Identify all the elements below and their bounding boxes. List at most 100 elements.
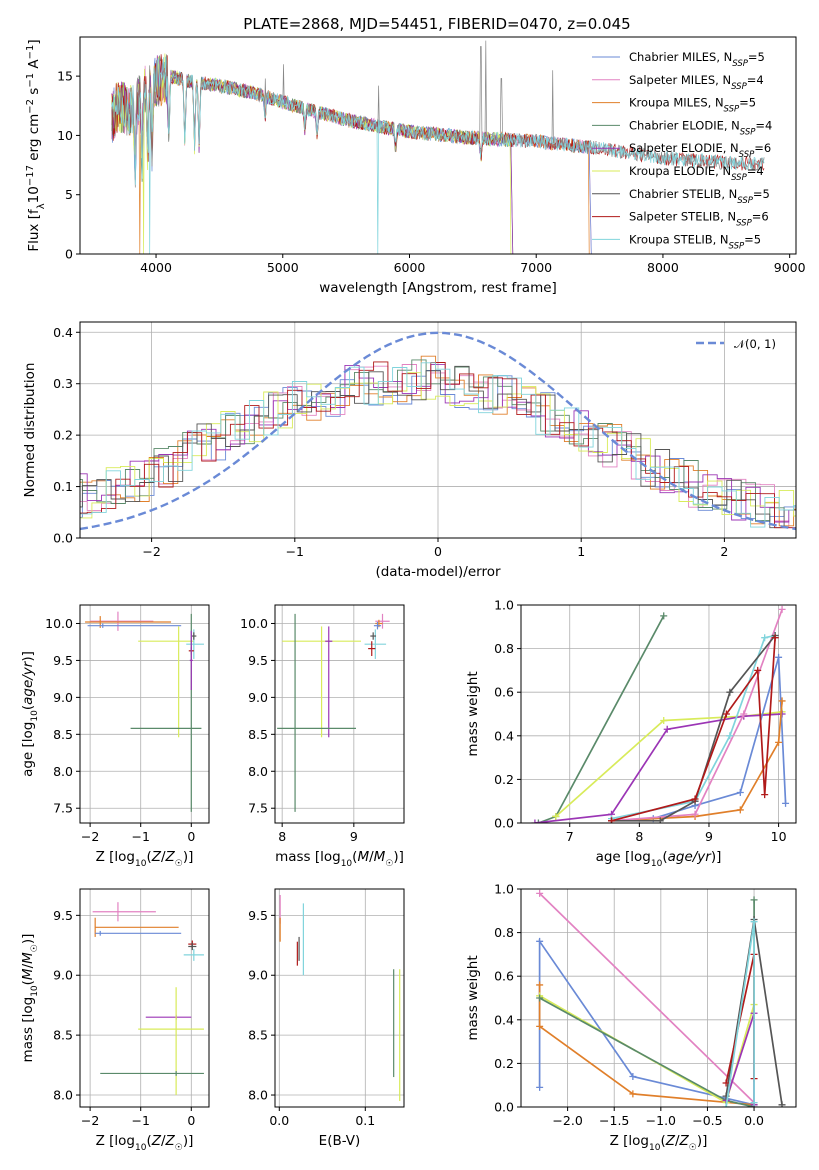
y-axis-label: age [log10(age/yr)] [20,651,40,777]
errorbar-point [90,611,154,631]
weight-line [611,637,776,822]
y-tick-label: 0.2 [53,428,73,443]
spectrum-line-chabrier-elodie [111,55,514,254]
x-axis-label: Z [log10(Z/Z☉)] [96,1133,194,1153]
weight-marker [750,896,758,904]
weight-series-kroupa-miles [536,981,758,1107]
weight-marker [536,994,544,1002]
spectrum-area [111,40,765,254]
y-tick-label: 10.0 [45,616,73,631]
x-tick-label: 0.0 [744,1113,764,1128]
weight-marker [656,817,664,823]
legend-entry: Chabrier MILES, NSSP=5 [629,50,765,69]
y-tick-label: 0.4 [494,728,514,743]
weight-marker [726,732,734,740]
errorbar-point [277,613,356,812]
errorbar-point [95,930,182,936]
age_vs_mass-area [275,605,404,823]
weight-marker [552,812,560,820]
residuals-plot: −2 −1 0 1 2 0.0 0.1 0.2 0.3 0.4 (data-model)/error… [22,321,797,580]
spectrum-line-salpeter-elodie [111,55,514,254]
weight-series-salpeter-miles [536,889,758,1107]
weight-marker [778,605,786,613]
y-tick-label: 9.0 [53,968,73,983]
y-tick-label: 10.0 [240,616,268,631]
y-tick-label: 7.5 [248,801,268,816]
weight-marker [722,1103,730,1107]
x-tick-label: 1 [577,544,585,559]
mass_vs_ebv-area [275,889,404,1107]
legend-entry: Salpeter ELODIE, NSSP=6 [629,141,771,160]
mass_vs_Z-plot: −2 −1 0 8.0 8.5 9.0 9.5 Z [log10(Z/Z☉)] mass [lo… [20,888,210,1153]
weight-series-chabrier-elodie [536,896,758,1107]
spectrum-legend: Chabrier MILES, NSSP=5 Salpeter MILES, NS… [592,50,772,251]
y-axis-label: Normed distribution [22,363,38,498]
weight-line [539,899,755,1107]
weight-marker [722,710,730,718]
x-tick-label: 6000 [394,260,426,275]
histogram-chabrier-elodie [80,359,796,522]
y-tick-label: 8.0 [248,764,268,779]
weight-series-salpeter-stelib [608,634,779,823]
weight-marker [771,634,779,642]
legend-entry: Kroupa MILES, NSSP=5 [629,96,756,115]
weight-marker [536,889,544,897]
weight-line [538,615,665,823]
histogram-chabrier-miles [80,369,796,523]
figure-title: PLATE=2868, MJD=54451, FIBERID=0470, z=0… [243,15,630,33]
x-axis-label: age [log10(age/yr)] [596,849,722,869]
y-tick-label: 0.4 [494,1012,514,1027]
weight-marker [778,1101,786,1107]
legend-entry: Chabrier ELODIE, NSSP=4 [629,118,772,137]
spectrum-line-kroupa-elodie [111,53,513,254]
plot-frame [79,888,210,1108]
errorbar-point [188,942,197,951]
weight-marker [778,697,786,705]
plot-frame [79,321,797,539]
x-tick-label: 7 [566,829,574,844]
x-tick-label: 8 [635,829,643,844]
weight-marker [740,710,748,718]
histogram-chabrier-stelib [80,365,796,529]
x-axis-label: mass [log10(M/M☉)] [275,849,404,869]
x-tick-label: 10 [771,829,787,844]
y-tick-label: 1.0 [494,882,514,897]
errorbar-point [191,632,197,640]
y-tick-label: 8.0 [53,1088,73,1103]
y-tick-label: 0.1 [53,479,73,494]
y-tick-label: 9.5 [53,653,73,668]
plot-frame [79,604,210,824]
errorbar-point [145,1014,192,1020]
x-tick-label: −2.0 [552,1113,582,1128]
weight-marker [750,1099,758,1107]
weight-line [725,1013,755,1105]
x-axis-label: Z [log10(Z/Z☉)] [96,849,194,869]
x-axis-label: wavelength [Angstrom, rest frame] [319,280,557,296]
age_vs_Z-area [80,605,209,823]
y-tick-label: 0.8 [494,641,514,656]
plot-frame [274,604,405,824]
errorbar-point [189,630,193,690]
weight-marker [534,819,542,823]
weight-series-kroupa-stelib [722,918,758,1107]
x-tick-label: 0 [187,829,195,844]
legend-entry: Chabrier STELIB, NSSP=5 [629,187,770,206]
y-tick-label: 9.5 [248,653,268,668]
x-axis-label: Z [log10(Z/Z☉)] [610,1133,708,1153]
y-tick-label: 9.0 [53,690,73,705]
weight-line [534,713,783,823]
y-tick-label: 0.8 [494,925,514,940]
x-tick-label: 0.1 [355,1113,375,1128]
weight_vs_age-area [521,605,796,823]
errorbar-point [364,629,387,659]
y-tick-label: 0.2 [494,1056,514,1071]
errorbar-point [325,626,333,738]
spectrum-line-kroupa-stelib [111,56,765,254]
errorbar-point [138,987,204,1096]
residuals-area [80,322,796,538]
weight-series-kroupa-stelib [608,632,779,823]
weight_vs_Z-area [521,889,796,1107]
weight-marker [536,937,544,945]
weight-line [725,921,755,1107]
weight-marker [629,1090,637,1098]
